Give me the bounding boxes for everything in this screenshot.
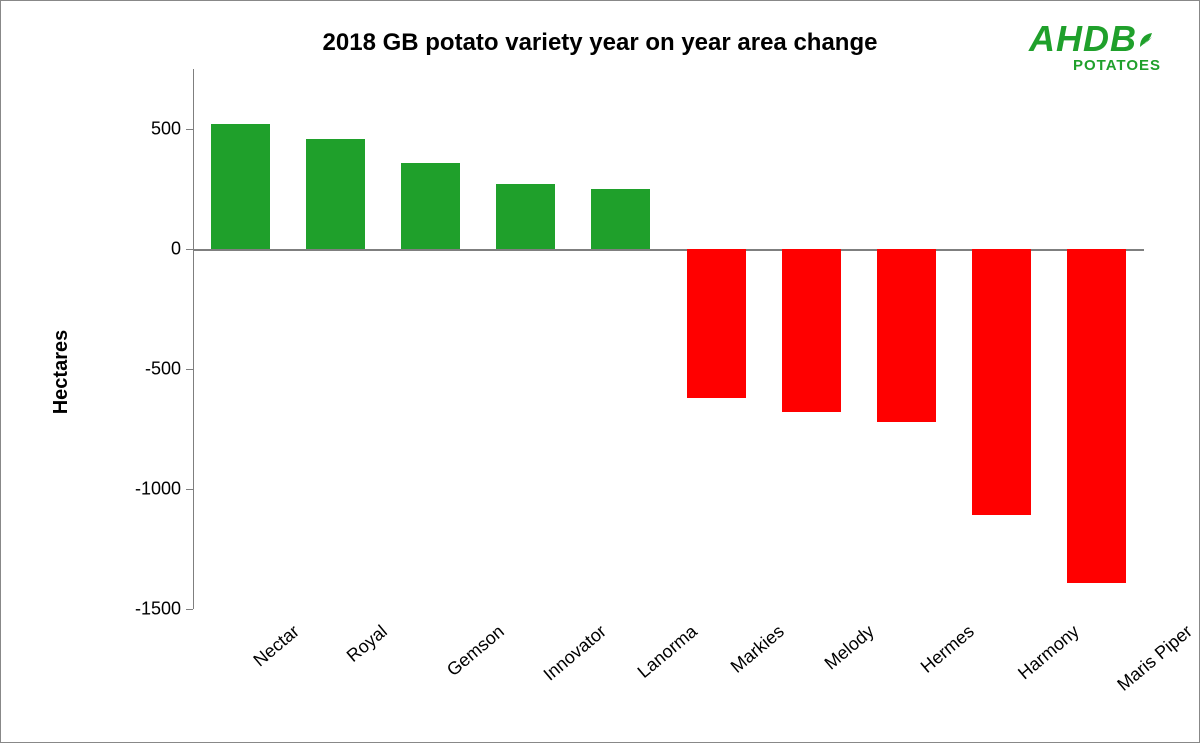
x-tick-label: Lanorma bbox=[634, 621, 702, 683]
x-tick-label: Innovator bbox=[539, 621, 610, 685]
y-tick-mark bbox=[186, 609, 193, 610]
bar bbox=[877, 249, 936, 422]
brand-logo: AHDB POTATOES bbox=[1029, 23, 1161, 73]
bar bbox=[782, 249, 841, 412]
y-tick-mark bbox=[186, 369, 193, 370]
x-tick-label: Royal bbox=[342, 621, 391, 667]
x-tick-label: Maris Piper bbox=[1114, 621, 1197, 696]
y-tick-label: -1000 bbox=[121, 479, 181, 500]
y-tick-mark bbox=[186, 249, 193, 250]
x-tick-label: Melody bbox=[821, 621, 879, 674]
bar bbox=[1067, 249, 1126, 583]
chart-container: 2018 GB potato variety year on year area… bbox=[1, 1, 1199, 742]
bar bbox=[306, 139, 365, 249]
y-axis-label: Hectares bbox=[50, 329, 73, 414]
chart-title: 2018 GB potato variety year on year area… bbox=[31, 29, 1169, 57]
bar bbox=[591, 189, 650, 249]
y-tick-mark bbox=[186, 489, 193, 490]
bar bbox=[401, 163, 460, 249]
y-tick-label: 500 bbox=[121, 119, 181, 140]
bar bbox=[972, 249, 1031, 515]
y-tick-mark bbox=[186, 129, 193, 130]
bar bbox=[687, 249, 746, 398]
y-tick-label: -1500 bbox=[121, 599, 181, 620]
leaf-icon bbox=[1137, 23, 1161, 55]
bar bbox=[496, 184, 555, 249]
y-tick-label: -500 bbox=[121, 359, 181, 380]
x-tick-label: Nectar bbox=[249, 621, 303, 671]
bars-group bbox=[193, 69, 1144, 609]
x-tick-label: Hermes bbox=[917, 621, 979, 678]
x-tick-label: Harmony bbox=[1014, 621, 1083, 684]
x-tick-label: Gemson bbox=[443, 621, 509, 681]
bar bbox=[211, 124, 270, 249]
x-tick-label: Markies bbox=[727, 621, 789, 678]
plot-area: -1500-1000-5000500 NectarRoyalGemsonInno… bbox=[131, 69, 1144, 609]
logo-brand-text: AHDB bbox=[1029, 18, 1137, 59]
y-tick-label: 0 bbox=[121, 239, 181, 260]
